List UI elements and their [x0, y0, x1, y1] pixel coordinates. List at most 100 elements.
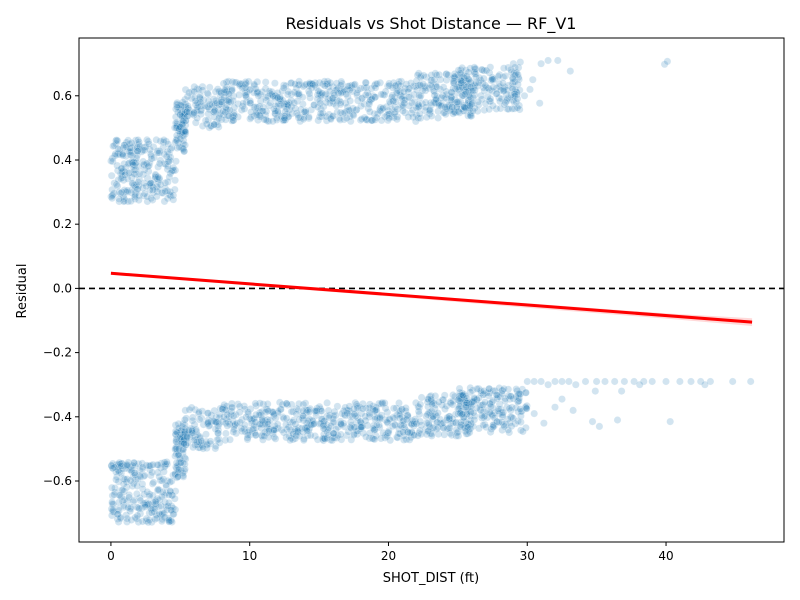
scatter-point [366, 96, 375, 104]
scatter-point [237, 79, 246, 88]
scatter-point [432, 95, 440, 104]
scatter-point [247, 113, 255, 122]
scatter-point [126, 151, 135, 159]
scatter-point [369, 91, 378, 100]
scatter-point [315, 113, 324, 121]
scatter-point [273, 108, 282, 116]
scatter-point [118, 168, 127, 176]
scatter-point [343, 409, 352, 418]
scatter-point [426, 107, 435, 116]
scatter-point [234, 100, 243, 108]
scatter-point [454, 75, 463, 84]
scatter-point [204, 418, 212, 427]
scatter-point [196, 106, 205, 115]
scatter-point [368, 116, 376, 125]
scatter-point [325, 94, 334, 103]
scatter-point [135, 162, 143, 171]
scatter-point [337, 77, 346, 86]
scatter-point [329, 418, 338, 426]
scatter-point [245, 86, 254, 94]
scatter-point [431, 82, 440, 91]
scatter-point [408, 99, 416, 107]
scatter-point [149, 143, 158, 151]
scatter-point [120, 160, 128, 168]
scatter-point [130, 192, 139, 201]
scatter-point [198, 122, 207, 130]
scatter-point [166, 145, 175, 154]
scatter-point [217, 100, 226, 109]
scatter-point [215, 111, 223, 120]
scatter-point [183, 92, 192, 101]
scatter-point [222, 78, 231, 86]
scatter-point [405, 101, 414, 110]
scatter-point [342, 107, 351, 116]
scatter-point [520, 91, 529, 100]
scatter-point [136, 496, 145, 505]
scatter-point [133, 143, 142, 152]
scatter-point [148, 468, 157, 477]
scatter-point [145, 161, 153, 170]
scatter-point [372, 113, 381, 122]
scatter-point [377, 90, 386, 99]
scatter-point [367, 116, 376, 125]
scatter-point [255, 102, 264, 111]
scatter-point [209, 108, 218, 116]
scatter-point [610, 377, 619, 386]
scatter-point [188, 110, 197, 118]
scatter-point [170, 185, 179, 194]
scatter-point [120, 186, 129, 194]
scatter-point [279, 115, 288, 124]
scatter-point [273, 114, 281, 123]
scatter-point [228, 84, 236, 93]
scatter-point [362, 115, 371, 124]
scatter-point [414, 431, 422, 440]
scatter-point [399, 107, 407, 115]
scatter-point [179, 117, 188, 126]
scatter-point [237, 424, 246, 433]
scatter-point [230, 78, 239, 87]
scatter-point [111, 150, 120, 158]
scatter-point [229, 92, 238, 101]
scatter-point [389, 79, 398, 87]
scatter-point [155, 148, 164, 157]
scatter-point [482, 66, 491, 75]
scatter-point [530, 409, 539, 418]
scatter-point [295, 89, 303, 98]
scatter-point [211, 99, 219, 108]
scatter-point [128, 158, 136, 166]
scatter-point [134, 178, 143, 186]
scatter-point [414, 102, 423, 111]
scatter-point [124, 503, 132, 512]
scatter-point [210, 120, 219, 129]
scatter-point [294, 90, 303, 98]
scatter-point [126, 168, 135, 177]
scatter-point [242, 93, 251, 102]
scatter-point [366, 107, 374, 116]
scatter-point [131, 165, 140, 174]
scatter-point [376, 103, 385, 112]
scatter-point [120, 141, 129, 149]
scatter-point [408, 106, 417, 114]
scatter-point [354, 86, 362, 94]
scatter-point [371, 415, 379, 424]
scatter-point [193, 106, 202, 115]
scatter-point [164, 501, 172, 510]
y-tick-label: −0.6 [43, 474, 72, 488]
scatter-point [342, 114, 351, 123]
scatter-point [174, 139, 183, 147]
scatter-point [173, 123, 182, 132]
scatter-point [300, 81, 309, 89]
scatter-point [173, 134, 181, 143]
scatter-point [118, 149, 127, 158]
scatter-point [273, 89, 282, 97]
scatter-point [270, 104, 278, 113]
scatter-point [441, 103, 449, 112]
scatter-point [235, 81, 244, 90]
scatter-point [499, 87, 508, 95]
scatter-point [172, 136, 181, 145]
scatter-point [274, 107, 282, 116]
scatter-point [701, 380, 709, 389]
scatter-point [338, 79, 346, 88]
scatter-point [176, 129, 185, 137]
scatter-point [107, 157, 115, 165]
